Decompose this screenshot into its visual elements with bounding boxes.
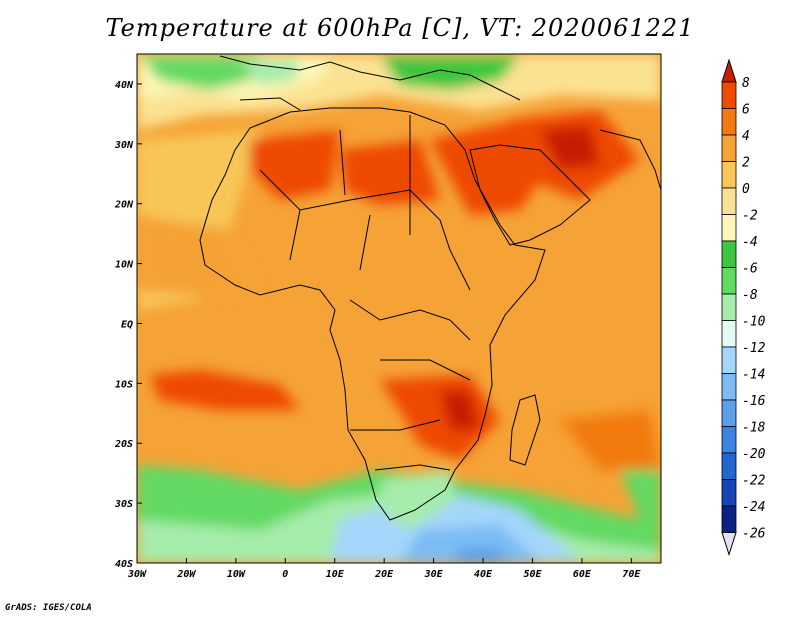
colorbar-swatch xyxy=(721,214,737,242)
lon-axis: 30W 20W 10W 0 10E 20E 30E 40E 50E 60E 70E xyxy=(127,558,641,580)
temperature-field xyxy=(137,54,661,563)
colorbar: 8 6 4 2 0 -2 -4 -6 -8 -10 -12 -14 -16 -18 -20 -22 -24 -26 xyxy=(721,58,766,557)
lon-tick-label: 30W xyxy=(127,569,147,580)
lon-tick-label: 60E xyxy=(573,569,592,580)
colorbar-label: -14 xyxy=(742,368,765,383)
colorbar-label: 0 xyxy=(742,182,750,197)
lat-tick-label: 10S xyxy=(115,379,133,390)
colorbar-swatch xyxy=(721,373,737,401)
colorbar-swatch xyxy=(721,346,737,374)
lon-tick-label: 40E xyxy=(474,569,493,580)
lat-tick-label: EQ xyxy=(121,319,133,330)
colorbar-label: -4 xyxy=(742,235,758,250)
lat-tick-label: 40S xyxy=(115,559,133,570)
lon-tick-label: 30E xyxy=(424,569,444,580)
lat-tick-label: 30N xyxy=(114,140,134,151)
colorbar-label: -2 xyxy=(742,209,758,224)
colorbar-swatch xyxy=(721,399,737,427)
lat-tick-label: 20S xyxy=(114,439,133,450)
colorbar-swatch xyxy=(721,479,737,507)
coastlines xyxy=(199,55,661,521)
map-title: Temperature at 600hPa [C], VT: 202006122… xyxy=(105,14,695,42)
colorbar-label: -18 xyxy=(742,421,766,436)
lon-tick-label: 20E xyxy=(374,569,394,580)
colorbar-swatch xyxy=(721,81,737,109)
lon-tick-label: 70E xyxy=(622,569,641,580)
lat-tick-label: 20N xyxy=(114,200,134,211)
colorbar-top-arrow xyxy=(721,58,737,83)
lon-tick-label: 0 xyxy=(282,569,288,580)
lon-tick-label: 10W xyxy=(227,569,246,580)
colorbar-label: -24 xyxy=(742,500,765,515)
colorbar-swatch xyxy=(721,426,737,454)
lon-tick-label: 10E xyxy=(326,569,345,580)
colorbar-swatch xyxy=(721,187,737,215)
colorbar-label: -16 xyxy=(742,394,766,409)
colorbar-swatch xyxy=(721,505,737,533)
colorbar-label: -26 xyxy=(742,527,766,542)
colorbar-label: 4 xyxy=(742,129,750,144)
colorbar-label: 6 xyxy=(742,103,750,118)
colorbar-label: -12 xyxy=(742,341,766,356)
colorbar-swatch xyxy=(721,293,737,321)
lat-tick-label: 30S xyxy=(114,499,133,510)
colorbar-swatch xyxy=(721,452,737,480)
colorbar-swatch xyxy=(721,161,737,189)
lat-tick-label: 40N xyxy=(115,80,134,91)
plot-frame xyxy=(136,53,662,564)
colorbar-label: -8 xyxy=(742,288,758,303)
colorbar-swatch xyxy=(721,134,737,162)
colorbar-bottom-arrow xyxy=(721,532,737,557)
colorbar-label: 2 xyxy=(742,156,750,171)
colorbar-label: -22 xyxy=(742,474,766,489)
colorbar-label: -10 xyxy=(742,315,766,330)
colorbar-label: -20 xyxy=(742,447,766,462)
lon-tick-label: 50E xyxy=(523,569,542,580)
colorbar-swatch xyxy=(721,108,737,136)
colorbar-swatch xyxy=(721,240,737,268)
lat-tick-label: 10N xyxy=(115,260,134,271)
colorbar-swatch xyxy=(721,320,737,348)
lat-axis: 40S 30S 20S 10S EQ 10N 20N 30N 40N xyxy=(114,80,142,570)
lon-tick-label: 20W xyxy=(176,569,196,580)
colorbar-label: -6 xyxy=(742,262,758,277)
colorbar-label: 8 xyxy=(742,76,750,91)
credit-text: GrADS: IGES/COLA xyxy=(5,603,92,613)
colorbar-swatch xyxy=(721,267,737,295)
